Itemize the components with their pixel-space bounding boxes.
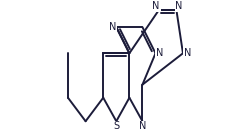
Text: S: S [113,122,119,131]
Text: N: N [109,22,116,32]
Text: N: N [184,48,191,58]
Text: N: N [156,48,163,58]
Text: N: N [139,122,146,131]
Text: N: N [152,1,160,11]
Text: N: N [175,1,183,11]
